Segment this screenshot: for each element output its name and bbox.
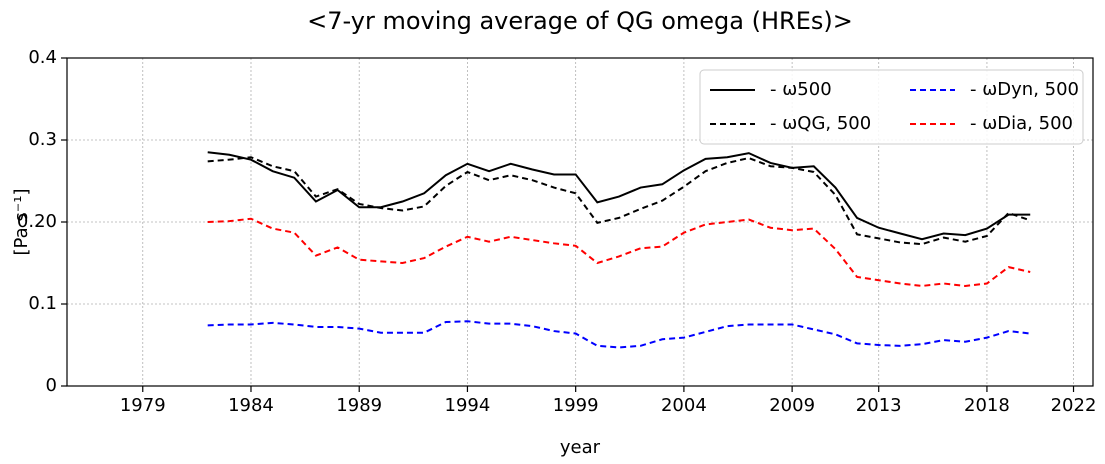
y-tick-label: 0.20 bbox=[17, 211, 57, 232]
x-tick-label: 2004 bbox=[661, 395, 707, 416]
y-axis-label: [Pa s⁻¹] bbox=[11, 189, 32, 256]
x-tick-label: 2013 bbox=[856, 395, 902, 416]
legend-label: - ωDyn, 500 bbox=[970, 79, 1079, 100]
series-line bbox=[207, 320, 1031, 349]
series-line bbox=[207, 217, 1031, 287]
x-axis-label: year bbox=[560, 437, 601, 458]
legend-label: - ωQG, 500 bbox=[770, 113, 871, 134]
x-tick-label: 2022 bbox=[1051, 395, 1097, 416]
x-tick-label: 1989 bbox=[336, 395, 382, 416]
legend-label: - ωDia, 500 bbox=[970, 113, 1073, 134]
x-tick-label: 2009 bbox=[769, 395, 815, 416]
series-line bbox=[207, 156, 1031, 246]
legend-label: - ω500 bbox=[770, 79, 832, 100]
x-tick-label: 2018 bbox=[964, 395, 1010, 416]
y-tick-label: 0.3 bbox=[28, 129, 57, 150]
x-tick-label: 1999 bbox=[553, 395, 599, 416]
y-tick-label: 0.1 bbox=[28, 293, 57, 314]
chart-title: <7-yr moving average of QG omega (HREs)> bbox=[307, 7, 853, 35]
x-tick-label: 1994 bbox=[445, 395, 491, 416]
x-tick-label: 1979 bbox=[120, 395, 166, 416]
legend-box bbox=[699, 69, 1084, 145]
plot-frame bbox=[66, 57, 1094, 387]
series-line bbox=[207, 151, 1031, 241]
y-tick-label: 0 bbox=[46, 375, 57, 396]
x-tick-label: 1984 bbox=[228, 395, 274, 416]
y-tick-label: 0.4 bbox=[28, 47, 57, 68]
